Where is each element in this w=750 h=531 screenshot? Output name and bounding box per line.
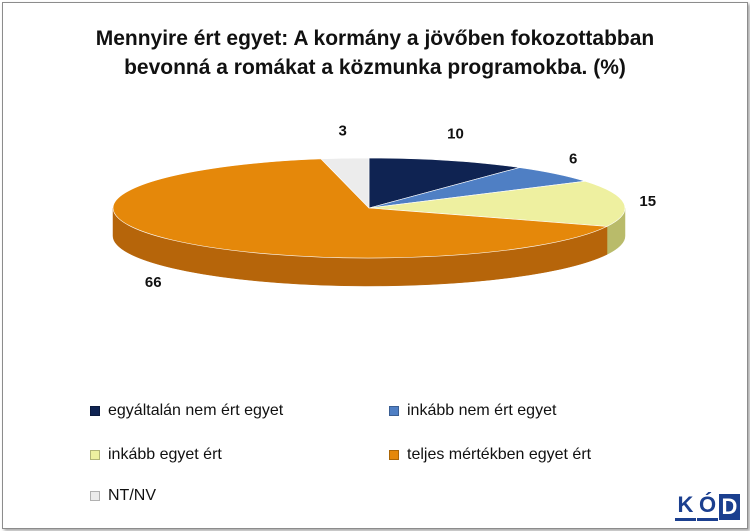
legend-item-teljes: teljes mértékben egyet ért <box>389 446 591 464</box>
legend-item-egyaltalan-nem: egyáltalán nem ért egyet <box>90 402 283 420</box>
logo-letter: K <box>675 492 696 521</box>
pie-data-label: 6 <box>569 151 577 168</box>
pie-data-label: 3 <box>338 122 346 139</box>
legend-label: inkább egyet ért <box>108 446 222 463</box>
pie-data-label: 15 <box>639 193 656 210</box>
kod-logo: K Ó D <box>674 492 740 521</box>
logo-letter: D <box>719 493 740 520</box>
pie-slice <box>320 157 370 209</box>
legend-item-inkabb-egyet: inkább egyet ért <box>90 446 222 464</box>
pie-slice <box>112 158 609 259</box>
logo-letter: Ó <box>697 492 718 521</box>
legend-label: inkább nem ért egyet <box>407 402 557 419</box>
legend-swatch <box>389 406 399 416</box>
legend-label: egyáltalán nem ért egyet <box>108 402 284 419</box>
legend-swatch <box>90 491 100 501</box>
pie-slice <box>368 157 520 209</box>
legend-swatch <box>90 406 100 416</box>
pie-slice <box>368 180 626 227</box>
chart-title: Mennyire ért egyet: A kormány a jövőben … <box>95 27 655 79</box>
legend-label: NT/NV <box>108 487 156 504</box>
legend-swatch <box>389 450 399 460</box>
pie-data-label: 10 <box>447 126 464 143</box>
legend-item-inkabb-nem: inkább nem ért egyet <box>389 402 556 420</box>
legend-label: teljes mértékben egyet ért <box>407 446 592 463</box>
legend-swatch <box>90 450 100 460</box>
legend-item-nt-nv: NT/NV <box>90 487 156 505</box>
pie-data-label: 66 <box>145 274 162 291</box>
